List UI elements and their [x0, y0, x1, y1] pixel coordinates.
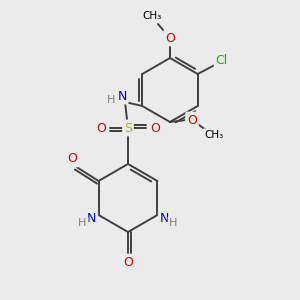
Text: N: N	[160, 212, 169, 226]
Text: Cl: Cl	[216, 53, 228, 67]
Text: O: O	[165, 32, 175, 44]
Text: O: O	[123, 256, 133, 268]
Text: N: N	[87, 212, 96, 226]
Text: H: H	[78, 218, 87, 228]
Text: O: O	[68, 152, 77, 166]
Text: O: O	[187, 113, 197, 127]
Text: O: O	[150, 122, 160, 134]
Text: S: S	[124, 122, 132, 134]
Text: CH₃: CH₃	[204, 130, 224, 140]
Text: H: H	[107, 95, 115, 105]
Text: N: N	[117, 89, 127, 103]
Text: H: H	[169, 218, 178, 228]
Text: CH₃: CH₃	[142, 11, 162, 21]
Text: O: O	[96, 122, 106, 134]
